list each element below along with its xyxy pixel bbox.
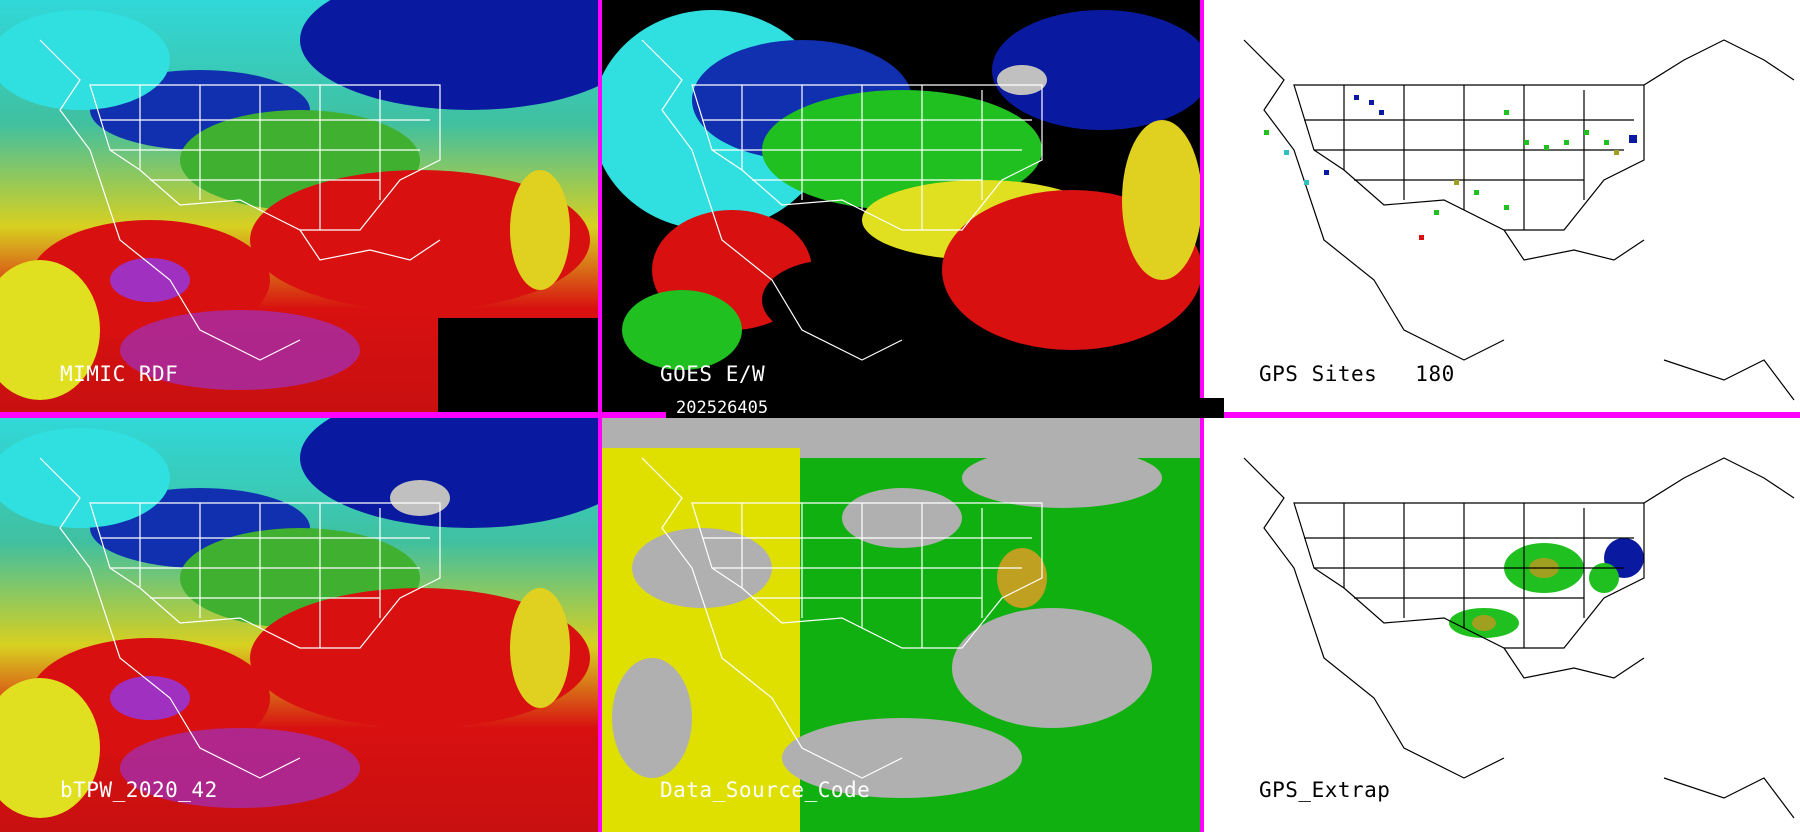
gps-sites-count: 180 xyxy=(1415,362,1455,386)
mimic-rdf-panel: MIMIC RDF xyxy=(0,0,598,412)
goes-ew-map xyxy=(602,0,1200,412)
data-source-code-map xyxy=(602,418,1200,832)
mimic-rdf-map xyxy=(0,0,598,412)
gps-sites-panel: GPS Sites 180 xyxy=(1204,0,1800,412)
btpw-map xyxy=(0,418,598,832)
gps-extrap-panel: GPS_Extrap xyxy=(1204,418,1800,832)
gps-sites-label: GPS Sites 180 xyxy=(1259,362,1455,386)
timestamp-bar: 202526405 xyxy=(666,398,1224,418)
gps-extrap-map xyxy=(1204,418,1800,832)
data-source-code-label: Data_Source_Code xyxy=(660,778,871,802)
goes-ew-panel: GOES E/W xyxy=(602,0,1200,412)
gps-sites-map xyxy=(1204,0,1800,412)
gps-extrap-label: GPS_Extrap xyxy=(1259,778,1391,802)
btpw-panel: bTPW_2020_42 xyxy=(0,418,598,832)
mimic-rdf-label: MIMIC RDF xyxy=(60,362,179,386)
data-source-code-panel: Data_Source_Code xyxy=(602,418,1200,832)
goes-ew-label: GOES E/W xyxy=(660,362,766,386)
btpw-label: bTPW_2020_42 xyxy=(60,778,218,802)
